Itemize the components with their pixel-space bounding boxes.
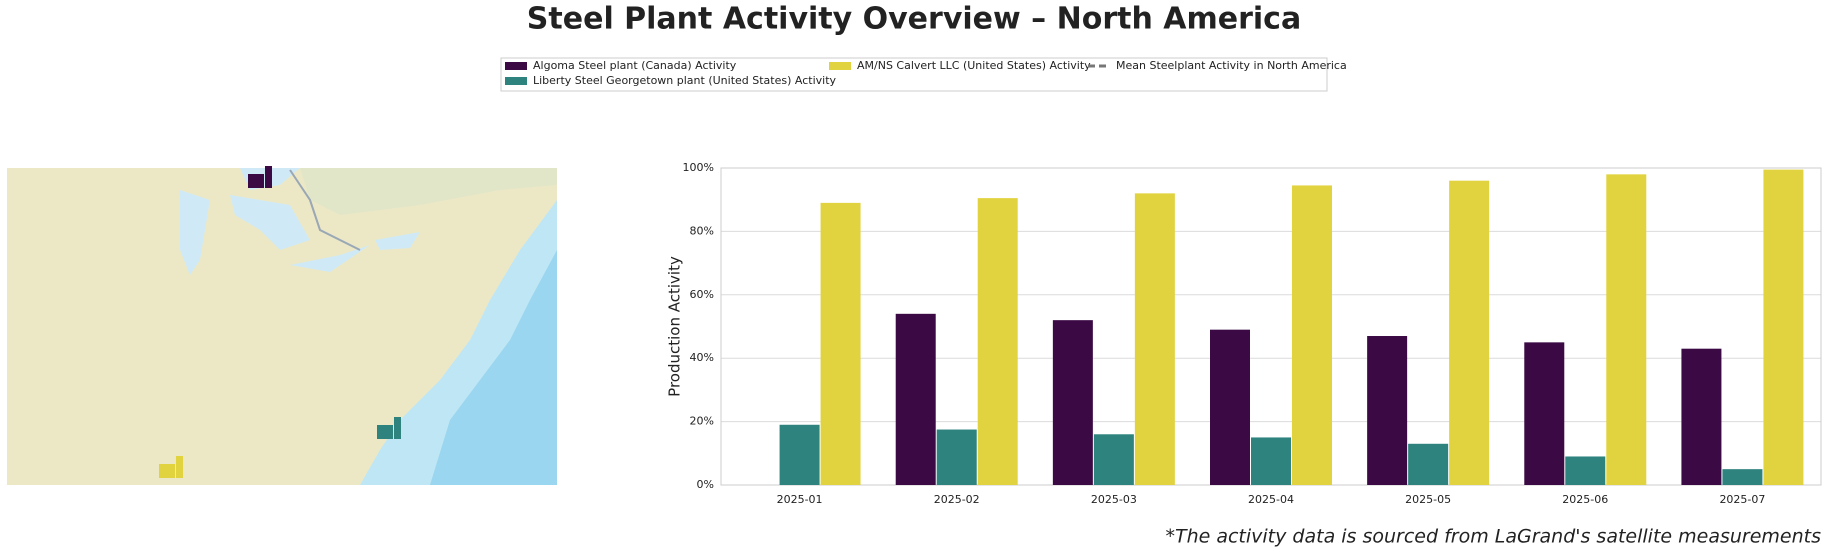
x-tick-label: 2025-02 xyxy=(934,493,980,506)
plant-marker xyxy=(248,174,264,188)
bar xyxy=(936,429,977,485)
x-tick-label: 2025-07 xyxy=(1719,493,1765,506)
legend-swatch xyxy=(505,62,527,70)
plant-marker xyxy=(394,417,401,439)
legend-swatch xyxy=(829,62,851,70)
bar xyxy=(1093,434,1134,485)
bar xyxy=(1052,320,1093,485)
footnote: *The activity data is sourced from LaGra… xyxy=(1165,526,1821,548)
y-tick-label: 0% xyxy=(697,478,714,491)
bar xyxy=(1722,469,1763,485)
bar xyxy=(1251,437,1291,485)
y-tick-label: 40% xyxy=(690,351,714,364)
legend-label: Algoma Steel plant (Canada) Activity xyxy=(533,59,737,72)
legend-swatch xyxy=(505,77,527,85)
y-axis-label: Production Activity xyxy=(666,256,684,397)
bar xyxy=(1408,443,1449,485)
y-tick-label: 60% xyxy=(690,288,714,301)
legend-label: Mean Steelplant Activity in North Americ… xyxy=(1116,59,1347,72)
legend-label: Liberty Steel Georgetown plant (United S… xyxy=(533,74,837,87)
map-lake-ontario xyxy=(375,232,420,250)
bar xyxy=(1367,336,1408,485)
x-tick-label: 2025-01 xyxy=(777,493,823,506)
bar xyxy=(1210,329,1250,485)
bar xyxy=(1449,180,1490,485)
title: Steel Plant Activity Overview – North Am… xyxy=(527,2,1301,37)
y-tick-label: 100% xyxy=(683,161,714,174)
map-lake-erie xyxy=(290,245,370,272)
bar xyxy=(1565,456,1606,485)
bar xyxy=(1681,348,1722,485)
plant-marker xyxy=(159,464,175,478)
x-tick-label: 2025-04 xyxy=(1248,493,1294,506)
map-ocean-deep xyxy=(430,250,557,485)
bar xyxy=(1606,174,1647,485)
y-tick-label: 20% xyxy=(690,415,714,428)
plant-marker xyxy=(265,166,272,188)
bar xyxy=(1292,185,1332,485)
x-tick-label: 2025-03 xyxy=(1091,493,1137,506)
map-canada xyxy=(7,168,557,215)
x-tick-label: 2025-05 xyxy=(1405,493,1451,506)
x-tick-label: 2025-06 xyxy=(1562,493,1608,506)
map xyxy=(7,168,557,485)
legend-box xyxy=(500,57,1328,92)
bar xyxy=(1134,193,1175,486)
bar xyxy=(1524,342,1565,485)
bar xyxy=(1763,169,1804,485)
plant-marker xyxy=(176,456,183,478)
bar xyxy=(820,202,861,485)
bar xyxy=(895,313,936,485)
legend-label: AM/NS Calvert LLC (United States) Activi… xyxy=(857,59,1091,72)
y-tick-label: 80% xyxy=(690,224,714,237)
plant-marker xyxy=(377,425,393,439)
bar xyxy=(977,198,1018,486)
bar xyxy=(779,424,820,485)
map-lake-michigan xyxy=(180,190,210,275)
map-border xyxy=(289,169,361,251)
map-lake-huron xyxy=(230,195,310,250)
